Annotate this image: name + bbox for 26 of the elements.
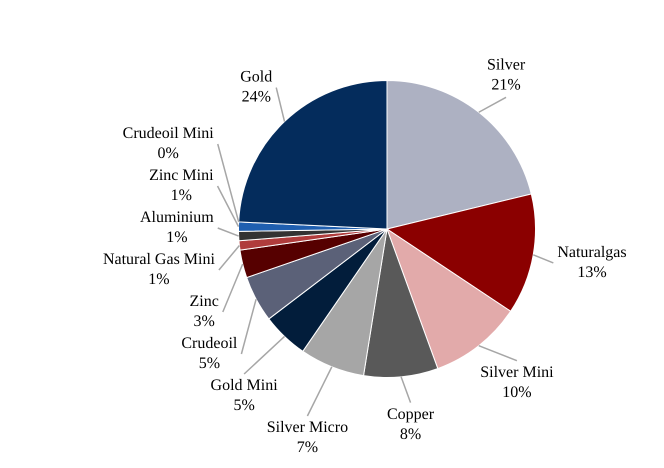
slice-label: Silver [486,56,526,74]
slice-label: Crudeoil [181,335,238,352]
data-label: 21% [491,76,521,94]
text: 0% [158,145,179,162]
data-label: 8% [400,426,422,443]
slice-label: Aluminium [140,209,214,226]
slice-label: Silver Micro [266,419,348,436]
data-label: 5% [233,397,255,414]
data-label: 1% [170,187,192,204]
slice-label: Silver Mini [480,364,554,381]
slice-label: Natural Gas Mini [102,251,216,268]
slice-label: Gold [240,68,272,86]
slice-label: Naturalgas [557,244,627,262]
data-label: 1% [166,229,188,246]
data-label: 1% [148,271,170,288]
slice-label: Zinc Mini [149,167,214,184]
data-label: 24% [242,88,271,106]
slice-label: Gold Mini [210,377,278,394]
category-label: Crudeoil Mini [122,125,214,142]
data-label: 5% [198,355,220,372]
data-label: 3% [193,313,215,330]
data-label: 7% [296,439,318,456]
slice-label: Zinc [189,293,219,310]
data-label: 13% [577,264,607,282]
data-label: 10% [502,384,532,401]
slice-label: Copper [386,406,435,423]
